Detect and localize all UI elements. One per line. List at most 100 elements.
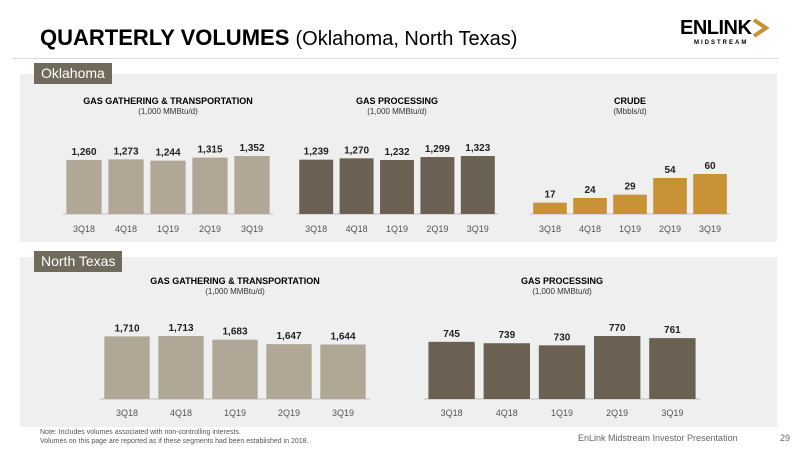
chart-unit: (1,000 MMBtu/d) [205,287,265,296]
chart-title: GAS GATHERING & TRANSPORTATION [150,276,320,286]
bar-1q19 [212,339,258,399]
chart-nt-processing: GAS PROCESSING (1,000 MMBtu/d) 745 3Q18 73… [424,276,700,422]
data-label: 1,299 [425,144,450,155]
tick-label: 3Q19 [699,224,721,234]
data-label: 1,239 [304,147,329,158]
tick-label: 2Q19 [426,224,448,234]
bar-3q18 [299,159,334,214]
data-label: 54 [664,165,676,176]
tick-label: 1Q19 [619,224,641,234]
chart-title: GAS GATHERING & TRANSPORTATION [83,96,253,106]
section-tag-north-texas: North Texas [34,251,123,272]
tick-label: 2Q19 [278,408,300,418]
bar-3q18 [533,202,567,214]
chart-unit: (1,000 MMBtu/d) [532,287,592,296]
data-label: 1,273 [113,146,138,157]
logo-arrow-icon [752,18,770,38]
data-label: 1,323 [465,143,490,154]
tick-label: 2Q19 [659,224,681,234]
tick-label: 1Q19 [224,408,246,418]
bar-2q19 [653,178,687,214]
tick-label: 3Q19 [332,408,354,418]
data-label: 1,270 [344,145,369,156]
tick-label: 4Q18 [115,224,137,234]
data-label: 1,647 [276,331,301,342]
page-number: 29 [780,433,791,443]
tick-label: 1Q19 [157,224,179,234]
chart-unit: (1,000 MMBtu/d) [367,107,427,116]
chart-ok-processing-plot: 1,239 3Q18 1,270 4Q18 1,232 1Q19 1,299 2Q19 1,32… [296,143,498,234]
bar-3q18 [104,336,150,399]
chart-nt-gathering-plot: 1,710 3Q18 1,713 4Q18 1,683 1Q19 1,647 2Q19 1,64… [100,323,370,418]
chart-nt-processing-plot: 745 3Q18 739 4Q18 730 1Q19 770 2Q19 761 3Q19 [424,323,700,418]
tick-label: 2Q19 [199,224,221,234]
bar-4q18 [573,198,607,214]
bar-2q19 [420,157,455,214]
footnote: Note: Includes volumes associated with n… [40,428,309,446]
tick-label: 3Q18 [73,224,95,234]
tick-label: 3Q18 [441,408,463,418]
chart-title: GAS PROCESSING [355,96,438,106]
data-label: 29 [624,182,636,193]
footnote-line: Volumes on this page are reported as if … [40,438,309,445]
data-label: 1,232 [384,147,409,158]
tick-label: 4Q18 [496,408,518,418]
data-label: 1,260 [71,147,96,158]
data-label: 1,683 [222,327,247,338]
data-label: 1,315 [197,145,222,156]
chart-title: GAS PROCESSING [520,276,603,286]
data-label: 745 [443,329,460,340]
tick-label: 3Q18 [305,224,327,234]
tick-label: 1Q19 [551,408,573,418]
bar-2q19 [192,157,228,214]
bar-4q18 [158,336,204,399]
data-label: 24 [584,185,596,196]
data-label: 1,244 [155,148,180,159]
data-label: 1,710 [114,323,139,334]
tick-label: 3Q18 [539,224,561,234]
chart-title: CRUDE [613,96,646,106]
title-divider [12,58,778,59]
logo-wordmark: ENLINK [680,17,752,39]
tick-label: 3Q19 [661,408,683,418]
data-label: 1,352 [239,143,264,154]
bar-3q19 [649,338,696,399]
bar-3q19 [320,344,366,399]
data-label: 60 [704,161,716,172]
bar-2q19 [594,336,641,399]
chart-ok-processing: GAS PROCESSING (1,000 MMBtu/d) 1,239 3Q18… [296,96,498,238]
bar-2q19 [266,344,312,399]
tick-label: 2Q19 [606,408,628,418]
tick-label: 3Q19 [467,224,489,234]
bar-1q19 [150,160,186,214]
tick-label: 1Q19 [386,224,408,234]
chart-ok-gathering-plot: 1,260 3Q18 1,273 4Q18 1,244 1Q19 1,315 2Q19 1,35… [63,143,273,234]
footnote-line: Note: Includes volumes associated with n… [40,429,241,436]
tick-label: 4Q18 [579,224,601,234]
data-label: 17 [544,190,556,201]
bar-3q18 [66,159,102,214]
chart-ok-gathering: GAS GATHERING & TRANSPORTATION (1,000 MM… [63,96,273,238]
tick-label: 4Q18 [346,224,368,234]
tick-label: 4Q18 [170,408,192,418]
data-label: 770 [609,323,626,334]
tick-label: 3Q18 [116,408,138,418]
bar-1q19 [538,345,586,399]
chart-unit: (Mbbls/d) [613,107,647,116]
chart-ok-crude: CRUDE (Mbbls/d) 17 3Q18 24 4Q18 29 1Q19 54 2Q19… [530,96,730,238]
footer-text: EnLink Midstream Investor Presentation [578,433,738,443]
data-label: 1,713 [168,323,193,334]
enlink-logo: ENLINK MIDSTREAM [680,16,770,46]
data-label: 739 [498,330,515,341]
bar-3q18 [428,341,475,399]
bar-4q18 [108,159,144,214]
data-label: 761 [664,325,681,336]
page-title: QUARTERLY VOLUMES (Oklahoma, North Texas… [40,25,517,51]
section-tag-oklahoma: Oklahoma [34,63,112,84]
bar-3q19 [234,156,270,214]
chart-ok-crude-plot: 17 3Q18 24 4Q18 29 1Q19 54 2Q19 60 3Q19 [530,161,730,234]
bar-1q19 [613,194,647,214]
bar-4q18 [339,158,374,214]
page-subtitle: (Oklahoma, North Texas) [295,28,518,50]
data-label: 730 [554,332,571,343]
